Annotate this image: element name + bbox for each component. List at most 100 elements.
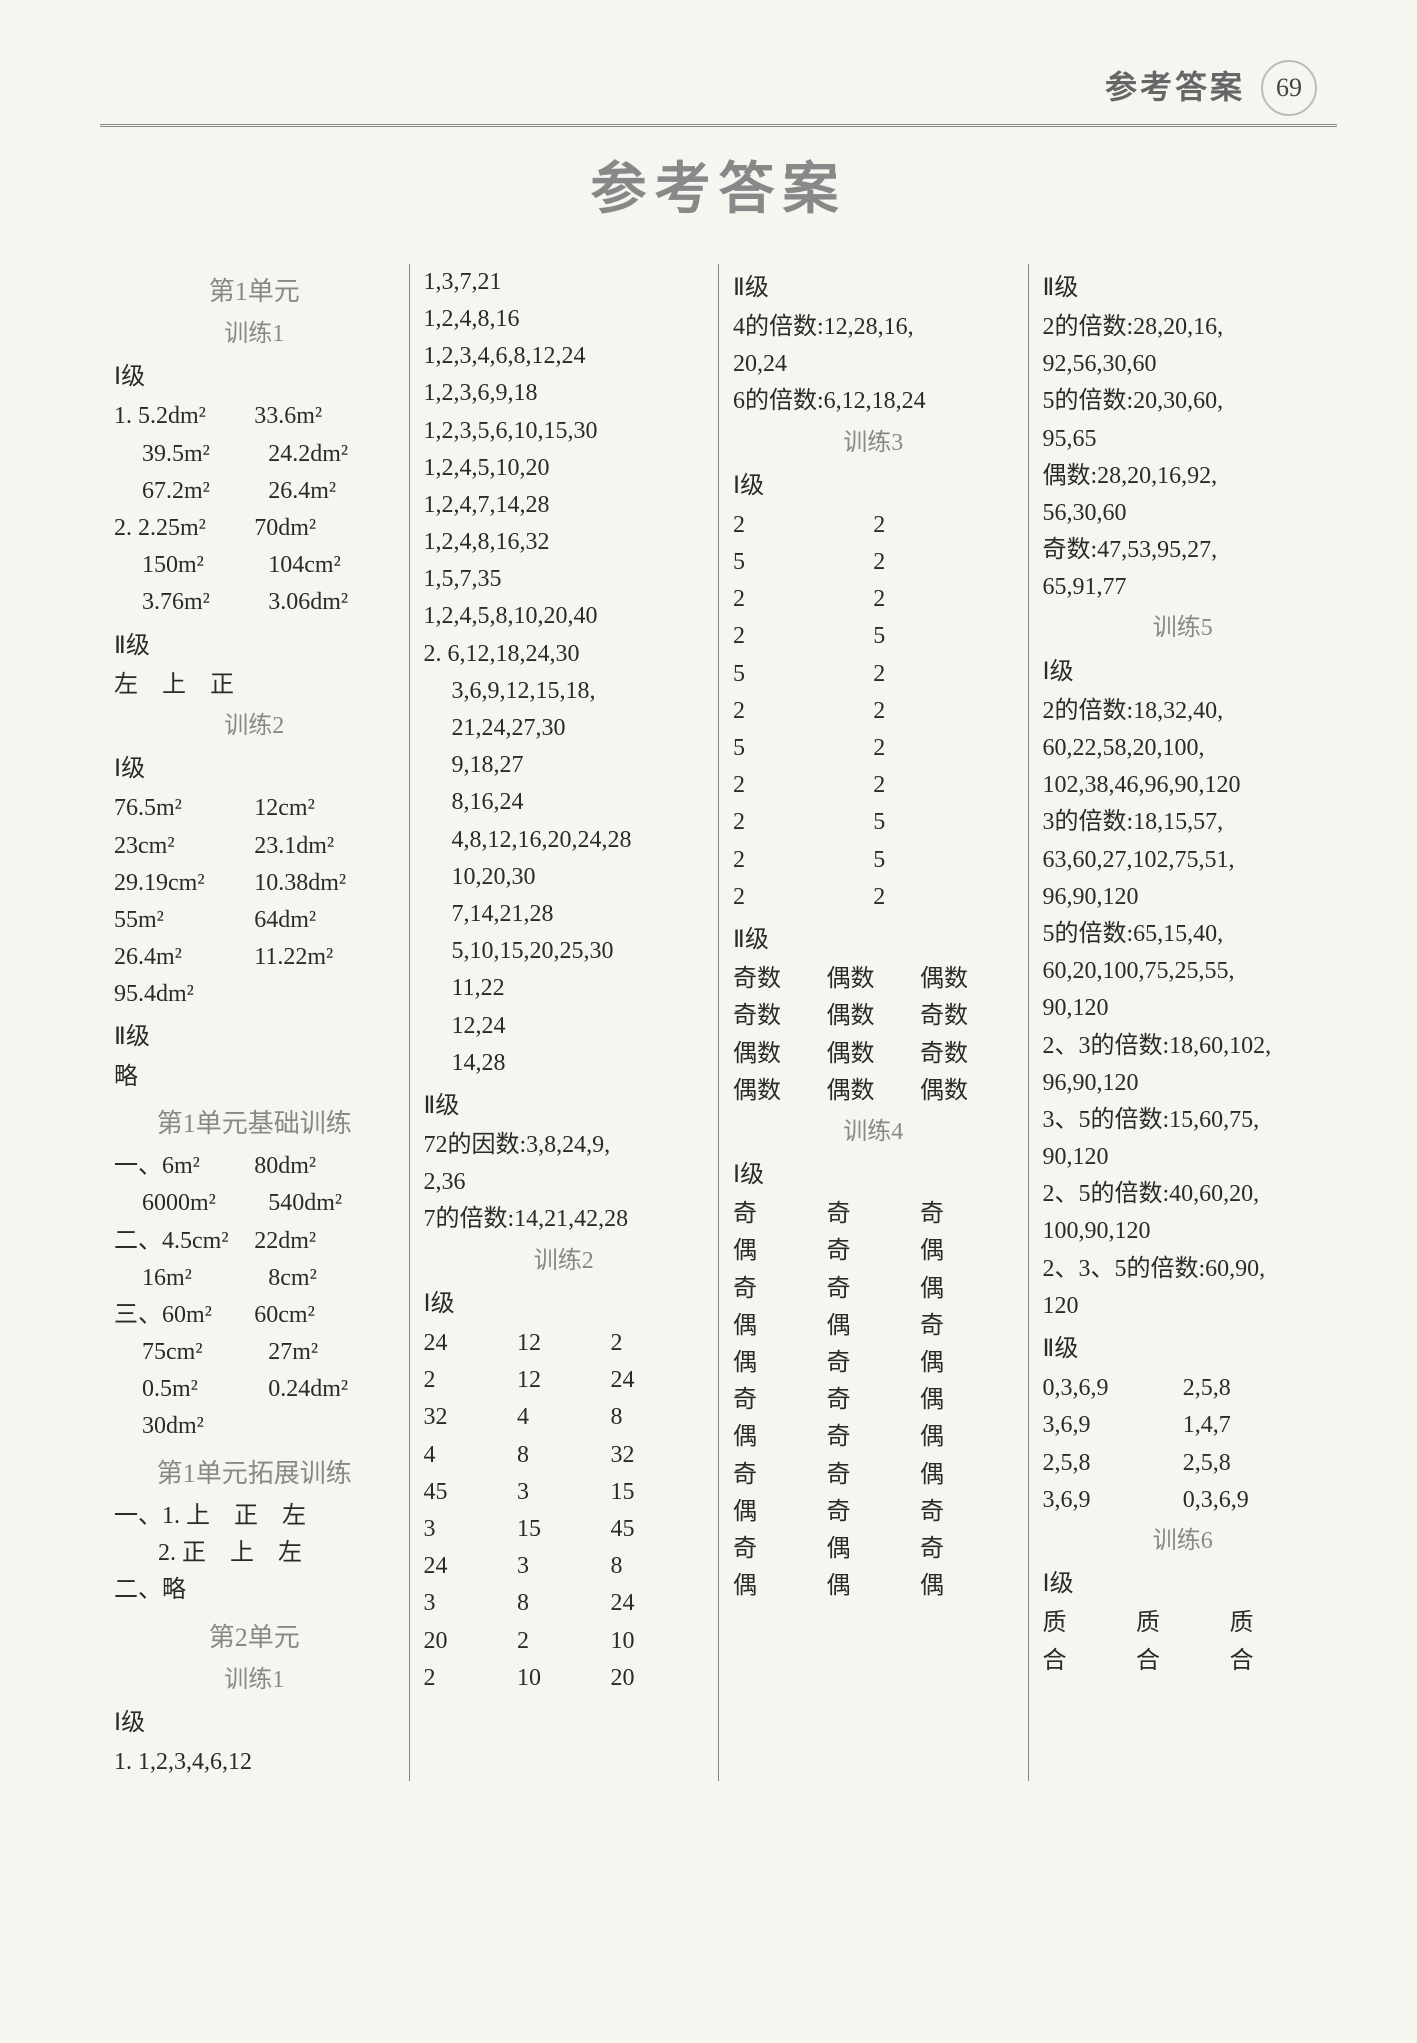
u2-train1-heading: 训练1 [114,1662,395,1699]
table-row: 质质质 [1043,1605,1324,1642]
views-answer: 左 上 正 [114,667,395,704]
answer-line: 2的倍数:28,20,16, [1043,309,1324,346]
table-row: 25 [733,804,1014,841]
level-1: Ⅰ级 [733,1157,1014,1194]
train2-heading: 训练2 [114,708,395,745]
table-row: 一、6m²80dm² [114,1148,395,1185]
answer-line: 6的倍数:6,12,18,24 [733,383,1014,420]
table-row: 3248 [424,1399,705,1436]
answer-line: 1,2,3,6,9,18 [424,375,705,412]
table-row: 39.5m²24.2dm² [114,436,395,473]
answer-line: 60,20,100,75,25,55, [1043,953,1324,990]
table-row: 二、4.5cm²22dm² [114,1223,395,1260]
level-1: Ⅰ级 [1043,654,1324,691]
answer-line: 1,2,4,5,8,10,20,40 [424,598,705,635]
answer-line: 96,90,120 [1043,879,1324,916]
unit1-ext-heading: 第1单元拓展训练 [114,1454,395,1494]
answer-line: 12,24 [424,1008,705,1045]
answer-line: 11,22 [424,970,705,1007]
answer-line: 5的倍数:65,15,40, [1043,916,1324,953]
table-row: 偶偶偶 [733,1568,1014,1605]
table-row: 76.5m²12cm² [114,790,395,827]
answer-line: 5,10,15,20,25,30 [424,933,705,970]
unit2-heading: 第2单元 [114,1618,395,1658]
table-row: 75cm²27m² [114,1334,395,1371]
table-row: 偶数偶数奇数 [733,1036,1014,1073]
table-row: 3,6,91,4,7 [1043,1407,1324,1444]
level-2: Ⅱ级 [733,270,1014,307]
table-row: 偶数偶数偶数 [733,1073,1014,1110]
train2-heading: 训练2 [424,1243,705,1280]
table-row: 偶奇偶 [733,1419,1014,1456]
table-row: 6000m²540dm² [114,1185,395,1222]
answer-line: 14,28 [424,1045,705,1082]
table-row: 45315 [424,1474,705,1511]
table-row: 奇奇偶 [733,1457,1014,1494]
page-title: 参考答案 [100,147,1337,234]
header-label: 参考答案 [1105,69,1245,105]
table-row: 偶奇偶 [733,1233,1014,1270]
answer-line: 120 [1043,1288,1324,1325]
table-row: 偶奇偶 [733,1345,1014,1382]
answer-line: 2的倍数:18,32,40, [1043,693,1324,730]
answer-line: 1,2,3,4,6,8,12,24 [424,338,705,375]
answer-line: 1,5,7,35 [424,561,705,598]
answer-line: 21,24,27,30 [424,710,705,747]
table-row: 25 [733,842,1014,879]
table-row: 150m²104cm² [114,547,395,584]
table-row: 52 [733,544,1014,581]
table-row: 奇数偶数奇数 [733,998,1014,1035]
table-row: 奇偶奇 [733,1531,1014,1568]
table-row: 2. 2.25m²70dm² [114,510,395,547]
column-1: 第1单元 训练1 Ⅰ级 1. 5.2dm²33.6m² 39.5m²24.2dm… [100,264,409,1782]
level-2: Ⅱ级 [114,1019,395,1056]
page-number-badge: 69 [1261,60,1317,116]
level-1: Ⅰ级 [733,468,1014,505]
ext-line: 一、1. 上 正 左 [114,1498,395,1535]
ext-line: 二、略 [114,1572,395,1609]
train3-heading: 训练3 [733,425,1014,462]
answer-line: 10,20,30 [424,859,705,896]
table-row: 22 [733,507,1014,544]
answer-line: 100,90,120 [1043,1213,1324,1250]
answer-line: 90,120 [1043,990,1324,1027]
level-2: Ⅱ级 [1043,1331,1324,1368]
table-row: 20210 [424,1623,705,1660]
answer-line: 72的因数:3,8,24,9, [424,1127,705,1164]
answer-line: 7的倍数:14,21,42,28 [424,1201,705,1238]
table-row: 55m²64dm² [114,902,395,939]
level-2: Ⅱ级 [1043,270,1324,307]
table-row: 26.4m²11.22m² [114,939,395,976]
omit: 略 [114,1059,395,1096]
answer-line: 4,8,12,16,20,24,28 [424,822,705,859]
table-row: 1. 5.2dm²33.6m² [114,398,395,435]
level-1: Ⅰ级 [1043,1566,1324,1603]
table-row: 16m²8cm² [114,1260,395,1297]
answer-line: 7,14,21,28 [424,896,705,933]
answer-line: 1. 1,2,3,4,6,12 [114,1744,395,1781]
train6-heading: 训练6 [1043,1523,1324,1560]
table-row: 52 [733,730,1014,767]
level-1: Ⅰ级 [114,1705,395,1742]
answer-line: 1,2,4,8,16 [424,301,705,338]
answer-line: 92,56,30,60 [1043,346,1324,383]
unit1-heading: 第1单元 [114,272,395,312]
table-row: 奇奇偶 [733,1271,1014,1308]
answer-line: 63,60,27,102,75,51, [1043,842,1324,879]
answer-line: 1,2,3,5,6,10,15,30 [424,413,705,450]
answer-line: 96,90,120 [1043,1065,1324,1102]
answer-line: 1,3,7,21 [424,264,705,301]
table-row: 合合合 [1043,1643,1324,1680]
table-row: 奇数偶数偶数 [733,961,1014,998]
table-row: 偶奇奇 [733,1494,1014,1531]
table-row: 22 [733,879,1014,916]
answer-line: 2、3、5的倍数:60,90, [1043,1251,1324,1288]
answer-line: 2,36 [424,1164,705,1201]
unit1-base-heading: 第1单元基础训练 [114,1104,395,1144]
train5-heading: 训练5 [1043,610,1324,647]
column-2: 1,3,7,21 1,2,4,8,16 1,2,3,4,6,8,12,24 1,… [409,264,719,1782]
answer-line: 1,2,4,5,10,20 [424,450,705,487]
table-row: 0.5m²0.24dm² [114,1371,395,1408]
table-row: 67.2m²26.4m² [114,473,395,510]
table-row: 0,3,6,92,5,8 [1043,1370,1324,1407]
